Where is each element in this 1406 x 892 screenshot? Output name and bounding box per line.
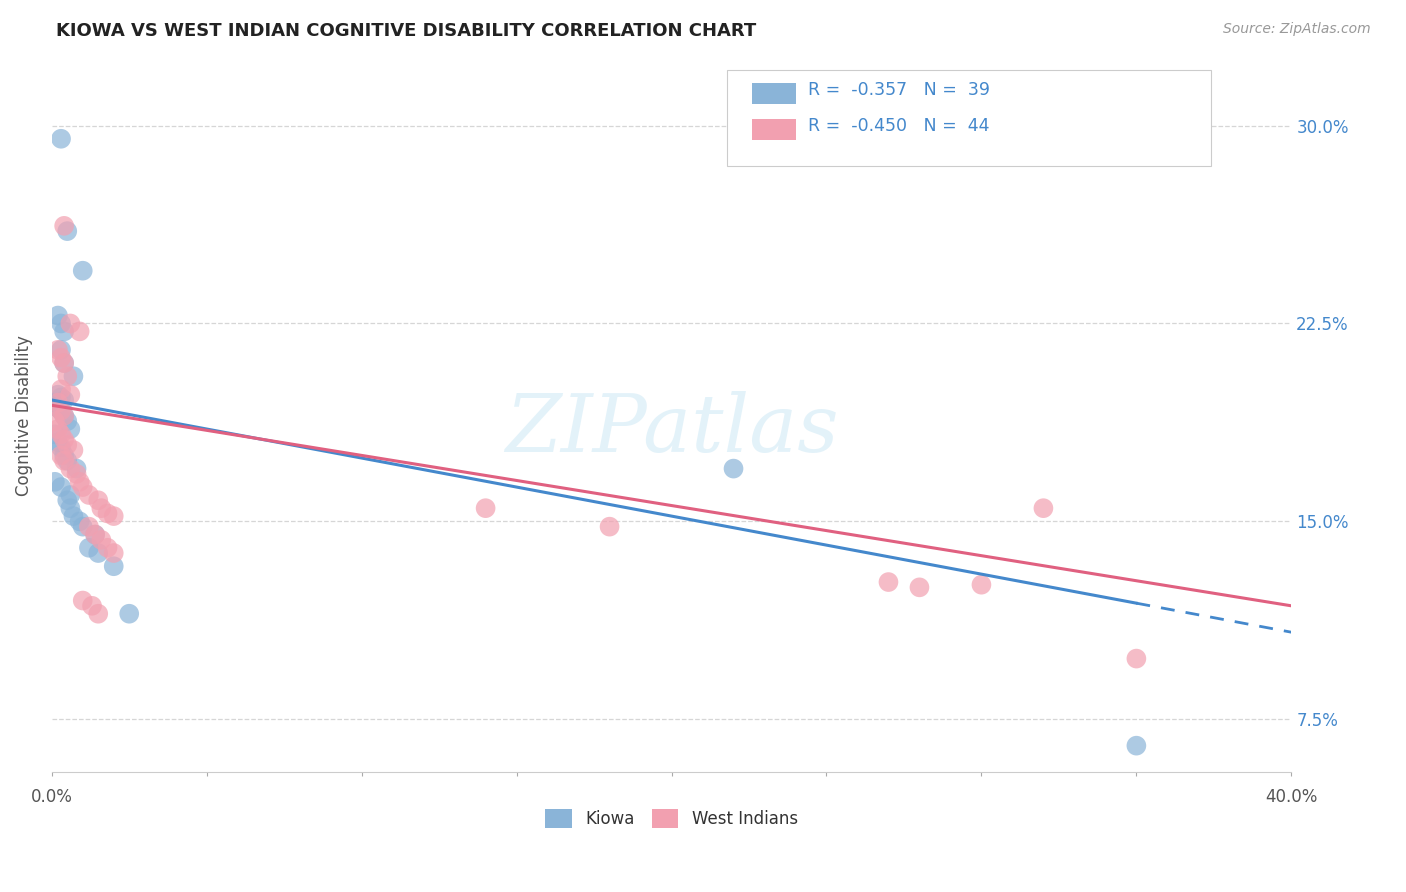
Point xyxy=(56,453,79,467)
Point xyxy=(53,219,76,233)
Point xyxy=(59,422,82,436)
Point xyxy=(53,449,76,463)
Text: 0.0%: 0.0% xyxy=(31,788,73,805)
Point xyxy=(49,427,72,442)
Point xyxy=(46,401,69,415)
Point xyxy=(53,453,76,467)
Point xyxy=(49,132,72,146)
Point xyxy=(44,427,66,442)
Point xyxy=(1125,651,1147,665)
Point xyxy=(46,309,69,323)
Point xyxy=(77,488,100,502)
Point xyxy=(723,461,745,475)
Point xyxy=(84,527,107,541)
Point xyxy=(46,388,69,402)
Text: R =  -0.450   N =  44: R = -0.450 N = 44 xyxy=(808,117,990,135)
Point xyxy=(1125,739,1147,753)
Point xyxy=(59,461,82,475)
Point xyxy=(69,514,91,528)
Point xyxy=(87,493,110,508)
Point xyxy=(53,433,76,447)
Point xyxy=(72,263,94,277)
Point xyxy=(49,403,72,417)
Point xyxy=(90,533,112,547)
Point xyxy=(87,607,110,621)
Legend: Kiowa, West Indians: Kiowa, West Indians xyxy=(538,803,804,835)
Point xyxy=(877,575,900,590)
Point xyxy=(49,351,72,365)
Text: R =  -0.357   N =  39: R = -0.357 N = 39 xyxy=(808,81,990,99)
Point xyxy=(56,438,79,452)
Point xyxy=(53,409,76,423)
Point xyxy=(53,356,76,370)
Point xyxy=(46,422,69,436)
Point xyxy=(62,509,84,524)
Point xyxy=(56,493,79,508)
Point xyxy=(53,356,76,370)
Point xyxy=(46,395,69,409)
Point xyxy=(65,467,87,481)
Point xyxy=(1032,501,1054,516)
Point xyxy=(49,480,72,494)
Point xyxy=(599,519,621,533)
Point xyxy=(96,541,118,555)
Point xyxy=(970,577,993,591)
Point xyxy=(59,501,82,516)
Point xyxy=(44,395,66,409)
Point xyxy=(46,343,69,357)
Point xyxy=(103,546,125,560)
Point xyxy=(46,435,69,450)
Point xyxy=(72,480,94,494)
Point xyxy=(96,507,118,521)
Text: KIOWA VS WEST INDIAN COGNITIVE DISABILITY CORRELATION CHART: KIOWA VS WEST INDIAN COGNITIVE DISABILIT… xyxy=(56,22,756,40)
Point xyxy=(72,593,94,607)
Point xyxy=(84,527,107,541)
Point xyxy=(80,599,103,613)
Point xyxy=(59,488,82,502)
Point xyxy=(90,501,112,516)
Point xyxy=(49,403,72,417)
Text: Source: ZipAtlas.com: Source: ZipAtlas.com xyxy=(1223,22,1371,37)
Point xyxy=(49,317,72,331)
Point xyxy=(44,414,66,428)
Point xyxy=(103,559,125,574)
Point xyxy=(53,409,76,423)
Point xyxy=(53,325,76,339)
Point xyxy=(49,449,72,463)
Point xyxy=(53,392,76,407)
Point xyxy=(118,607,141,621)
Point xyxy=(77,541,100,555)
Point xyxy=(62,369,84,384)
FancyBboxPatch shape xyxy=(727,70,1211,167)
FancyBboxPatch shape xyxy=(752,83,796,104)
Point xyxy=(49,390,72,404)
Point xyxy=(59,317,82,331)
Point xyxy=(69,325,91,339)
Point xyxy=(56,369,79,384)
Point xyxy=(908,580,931,594)
Point xyxy=(49,383,72,397)
Point xyxy=(72,519,94,533)
Point xyxy=(56,414,79,428)
Point xyxy=(65,461,87,475)
Point xyxy=(56,224,79,238)
Point xyxy=(59,388,82,402)
Point xyxy=(103,509,125,524)
Y-axis label: Cognitive Disability: Cognitive Disability xyxy=(15,335,32,496)
FancyBboxPatch shape xyxy=(752,119,796,140)
Text: ZIPatlas: ZIPatlas xyxy=(505,392,838,469)
Point xyxy=(87,546,110,560)
Point xyxy=(62,443,84,458)
Point xyxy=(44,475,66,489)
Point xyxy=(474,501,496,516)
Point xyxy=(49,343,72,357)
Point xyxy=(69,475,91,489)
Point xyxy=(49,441,72,455)
Text: 40.0%: 40.0% xyxy=(1265,788,1317,805)
Point xyxy=(77,519,100,533)
